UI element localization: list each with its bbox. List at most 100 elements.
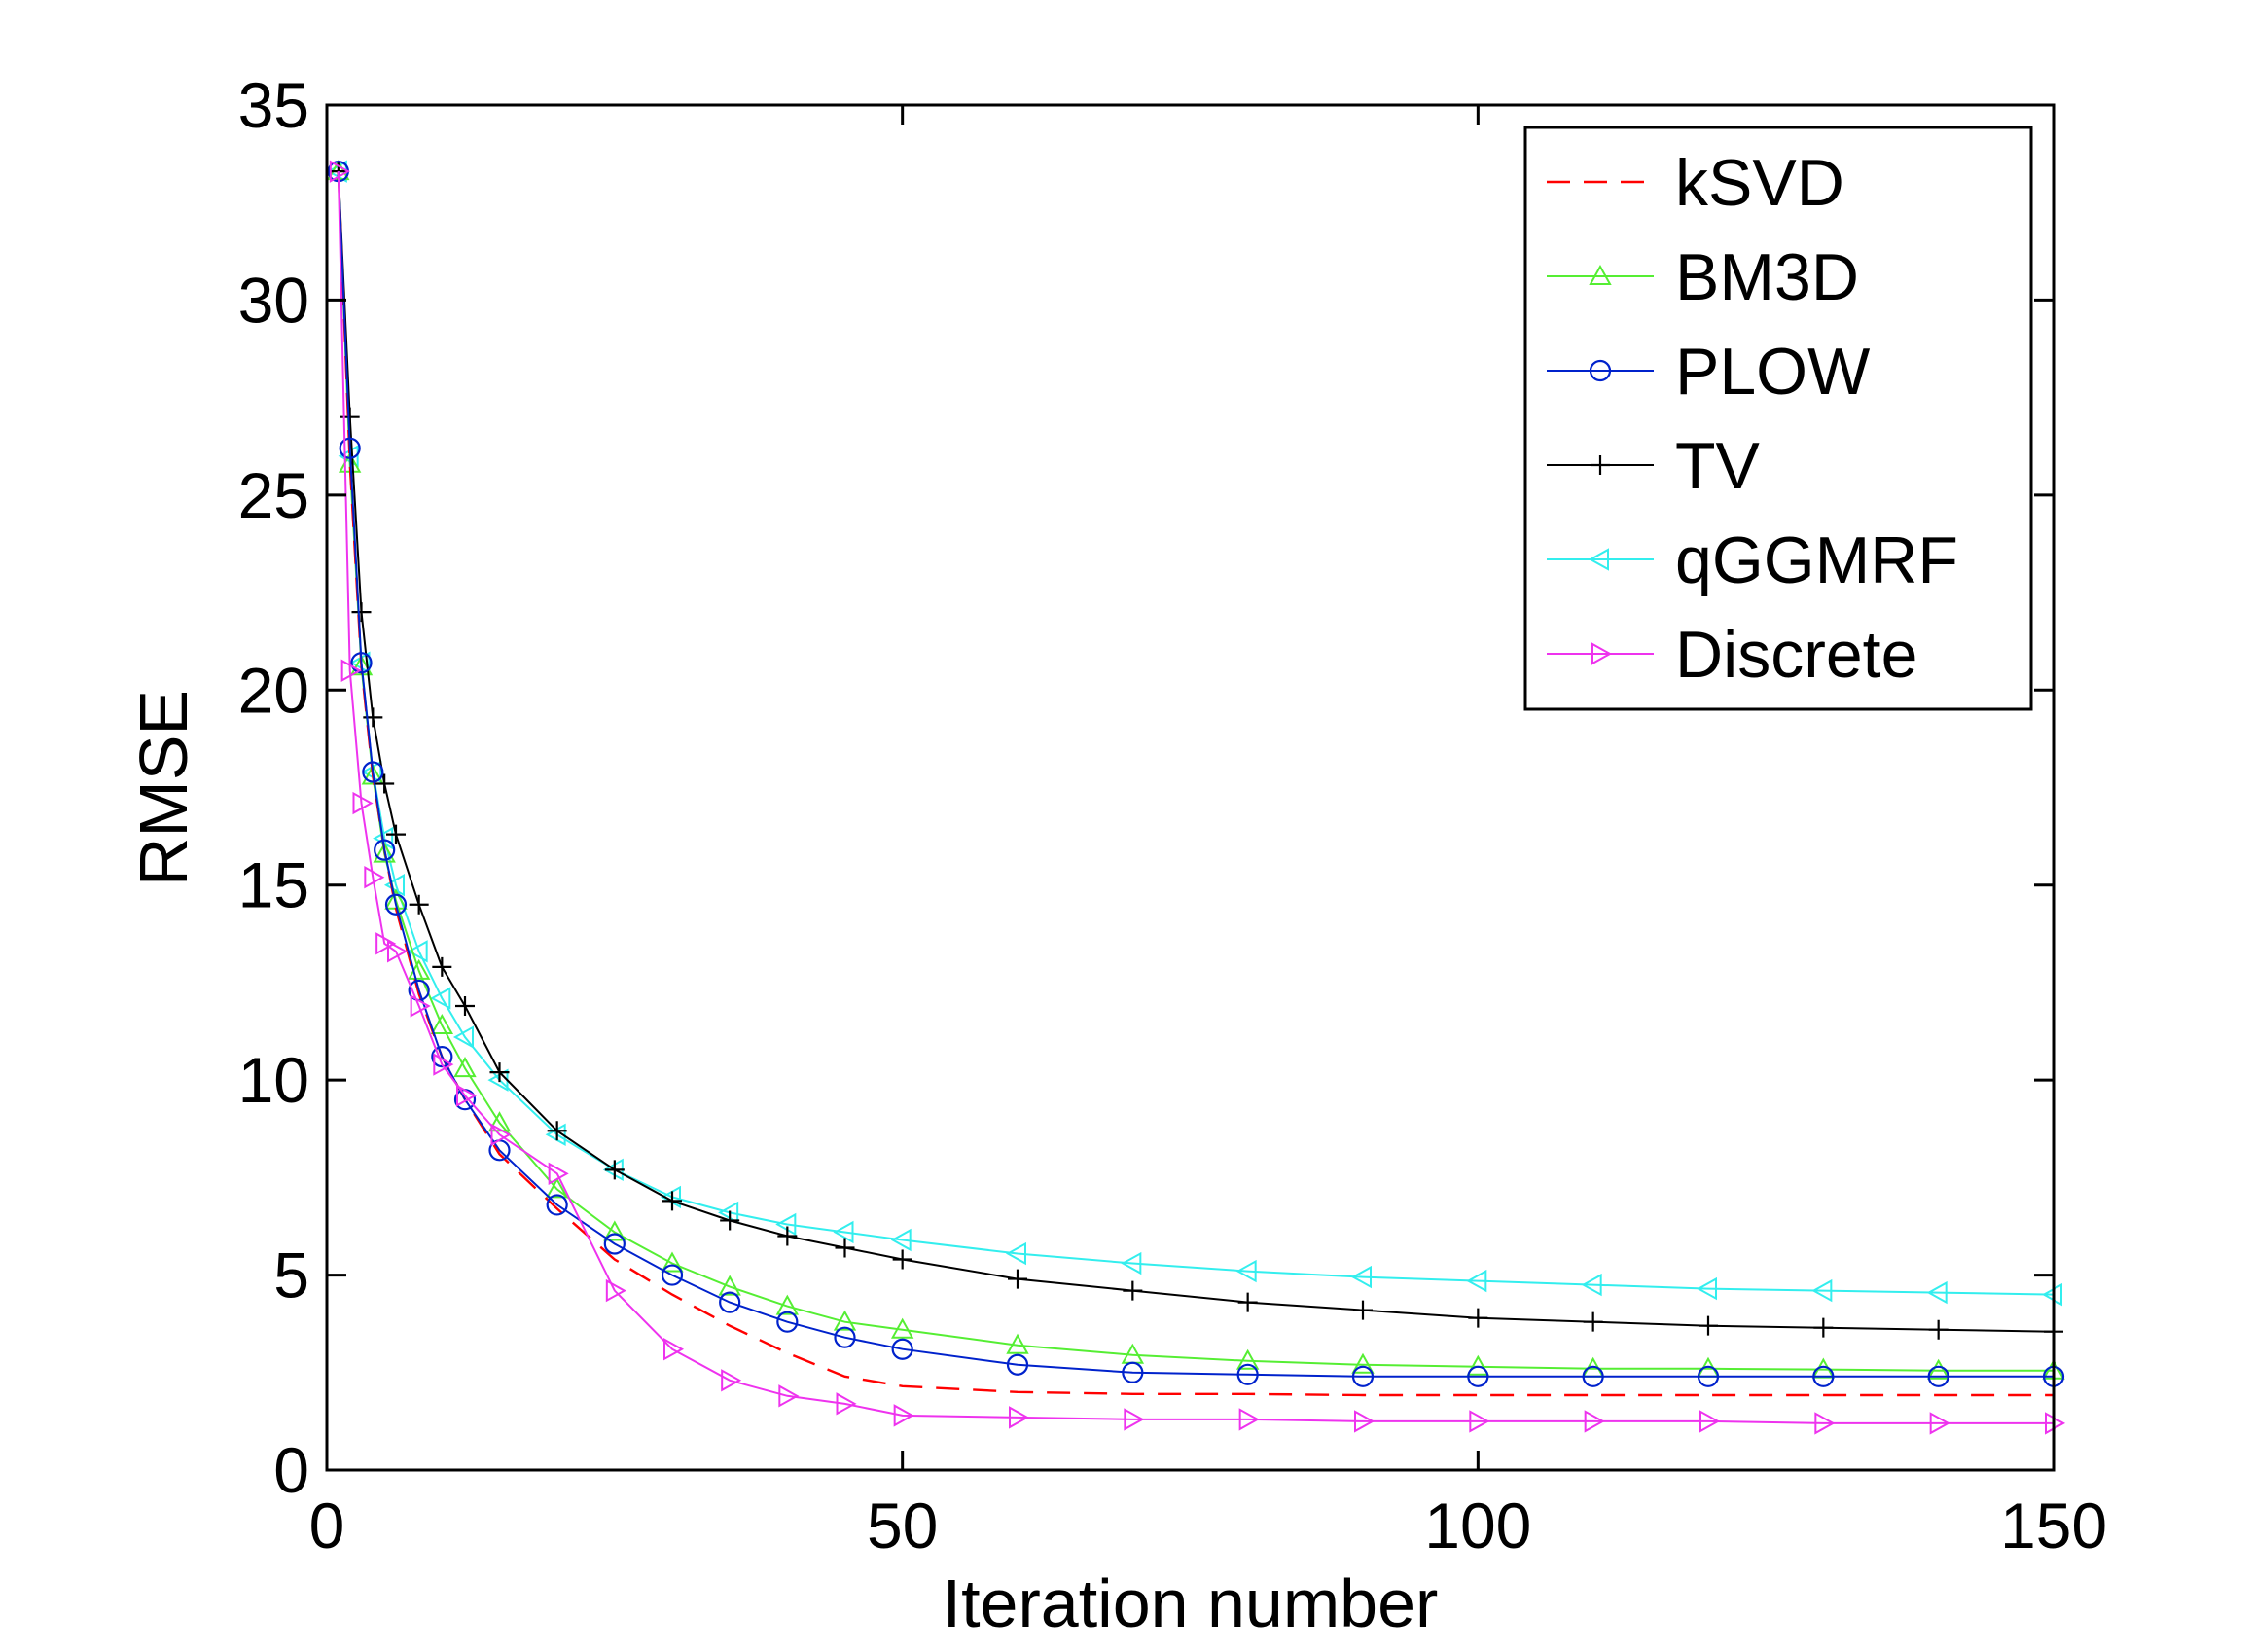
- y-tick-label: 5: [273, 1239, 309, 1311]
- legend-box: [1523, 126, 2033, 711]
- legend-item-discrete: Discrete: [1547, 618, 1917, 692]
- data-point: [1123, 1280, 1143, 1301]
- data-point: [1354, 1410, 1376, 1433]
- y-axis-label: RMSE: [125, 690, 201, 886]
- data-point: [604, 1160, 625, 1180]
- data-point: [1121, 1251, 1142, 1275]
- data-point: [1006, 1353, 1029, 1376]
- y-tick-label: 25: [238, 459, 309, 531]
- data-point: [1811, 1278, 1833, 1303]
- data-point: [376, 932, 397, 955]
- data-point: [1929, 1412, 1950, 1435]
- data-point: [721, 1369, 742, 1392]
- data-point: [661, 1251, 684, 1273]
- data-point: [836, 1392, 857, 1416]
- data-point: [1814, 1412, 1836, 1435]
- data-point: [489, 1062, 510, 1083]
- series-tv: [328, 162, 2063, 1342]
- data-point: [1238, 1408, 1260, 1431]
- plot-frame: [325, 103, 2056, 1472]
- series-ksvd: [337, 171, 2054, 1397]
- data-point: [547, 1121, 567, 1141]
- legend-label: kSVD: [1675, 146, 1844, 220]
- x-tick-label: 100: [1424, 1490, 1531, 1562]
- data-point: [890, 1228, 912, 1252]
- data-point: [430, 987, 451, 1010]
- legend-marker: [1589, 264, 1612, 285]
- data-point: [351, 602, 372, 623]
- data-point: [1699, 1315, 1718, 1336]
- y-tick-label: 35: [238, 69, 309, 141]
- data-point: [375, 773, 395, 794]
- data-point: [430, 1013, 454, 1035]
- y-tick-label: 10: [238, 1044, 309, 1116]
- data-point: [362, 761, 384, 783]
- data-point: [1928, 1319, 1949, 1340]
- x-tick-label: 0: [309, 1490, 345, 1562]
- data-point: [1008, 1269, 1027, 1289]
- y-tick-label: 30: [238, 264, 309, 336]
- data-point: [1237, 1292, 1258, 1312]
- data-point: [433, 1053, 454, 1076]
- data-point: [1697, 1365, 1720, 1387]
- legend-item-ksvd: kSVD: [1547, 146, 1844, 220]
- legend-label: qGGMRF: [1675, 523, 1958, 597]
- data-point: [603, 1233, 626, 1255]
- legend-items: kSVD BM3D PLOW TV qGGMRF Discrete: [1547, 146, 1958, 692]
- data-point: [431, 1045, 453, 1068]
- data-point: [1236, 1363, 1259, 1385]
- legend-item-tv: TV: [1547, 429, 1761, 503]
- data-point: [778, 1384, 800, 1408]
- data-point: [776, 1311, 799, 1333]
- data-point: [1005, 1241, 1026, 1266]
- data-point: [1581, 1273, 1602, 1297]
- data-point: [890, 1317, 914, 1339]
- legend-marker: [1591, 455, 1610, 475]
- data-point: [1813, 1317, 1834, 1338]
- data-point: [432, 956, 452, 977]
- legend-label: PLOW: [1675, 335, 1870, 409]
- y-tick-label: 0: [273, 1434, 309, 1506]
- series-plow: [327, 161, 2065, 1387]
- data-point: [373, 842, 396, 863]
- data-point: [1584, 1410, 1605, 1433]
- x-tick-label: 50: [867, 1490, 938, 1562]
- x-tick-label: 150: [2000, 1490, 2107, 1562]
- data-point: [364, 865, 385, 889]
- data-point: [661, 1264, 684, 1286]
- x-axis-label: Iteration number: [943, 1565, 1439, 1641]
- data-point: [1699, 1410, 1721, 1433]
- legend-item-plow: PLOW: [1547, 335, 1870, 409]
- data-point: [662, 1191, 682, 1211]
- data-point: [1122, 1361, 1144, 1383]
- data-point: [1466, 1354, 1490, 1376]
- data-point: [487, 1111, 512, 1132]
- data-point: [407, 940, 428, 963]
- series-line: [337, 171, 2054, 1378]
- legend-label: TV: [1675, 429, 1761, 503]
- data-point: [453, 1057, 477, 1078]
- series-line: [337, 171, 2054, 1397]
- data-point: [1582, 1365, 1604, 1387]
- data-point: [387, 940, 409, 963]
- legend-marker: [1591, 642, 1613, 665]
- legend-item-bm3d: BM3D: [1547, 240, 1859, 314]
- data-point: [1583, 1311, 1603, 1332]
- data-point: [605, 1278, 626, 1303]
- legend-label: BM3D: [1675, 240, 1859, 314]
- data-point: [1353, 1300, 1373, 1320]
- data-point: [603, 1220, 626, 1241]
- data-point: [386, 824, 406, 844]
- data-point: [409, 894, 429, 915]
- data-point: [1124, 1408, 1145, 1431]
- data-point: [1350, 1265, 1372, 1289]
- data-point: [1351, 1365, 1375, 1387]
- data-point: [546, 1194, 568, 1216]
- data-point: [452, 1025, 474, 1049]
- legend-item-qggmrf: qGGMRF: [1547, 523, 1958, 597]
- data-point: [1812, 1365, 1835, 1387]
- data-point: [1235, 1348, 1260, 1370]
- data-point: [1926, 1280, 1948, 1305]
- data-point: [834, 1326, 856, 1348]
